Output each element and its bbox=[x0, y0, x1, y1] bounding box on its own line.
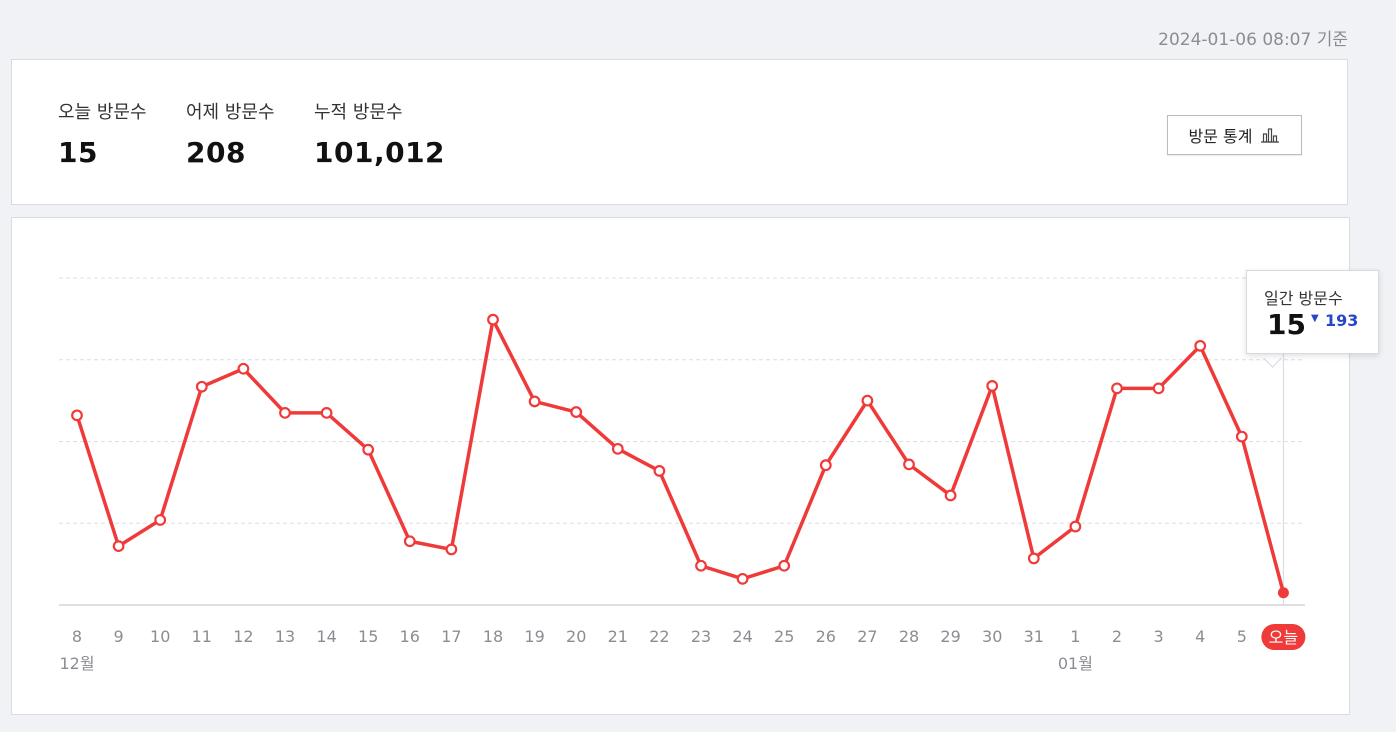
data-point bbox=[445, 543, 458, 556]
x-tick-label: 24 bbox=[732, 627, 752, 646]
data-point bbox=[154, 514, 167, 526]
data-point-highlight bbox=[1277, 587, 1289, 599]
x-tick-label: 31 bbox=[1024, 627, 1044, 646]
x-tick-label: 30 bbox=[982, 627, 1002, 646]
daily-visits-chart-card: 8 9 10 11 12 13 14 15 16 17 18 19 20 21 22 23 24 25 26 27 28… bbox=[11, 217, 1350, 715]
data-point bbox=[71, 409, 83, 422]
data-point bbox=[1194, 339, 1207, 352]
data-point bbox=[570, 406, 583, 418]
visitor-summary-card: 오늘 방문수 15 어제 방문수 208 누적 방문수 101,012 방문 통… bbox=[11, 59, 1348, 205]
data-point bbox=[1027, 552, 1040, 565]
total-visits-value: 101,012 bbox=[314, 136, 446, 169]
x-tick-label: 2 bbox=[1112, 627, 1122, 646]
data-point bbox=[237, 362, 250, 375]
x-tick-label: 20 bbox=[566, 627, 586, 646]
tooltip-diff: 193 bbox=[1325, 311, 1359, 330]
data-point bbox=[279, 406, 291, 419]
yesterday-visits-label: 어제 방문수 bbox=[186, 102, 275, 123]
total-visits-stat: 누적 방문수 101,012 bbox=[314, 98, 445, 169]
today-visits-value: 15 bbox=[58, 136, 98, 169]
data-point bbox=[736, 572, 749, 585]
data-point bbox=[112, 540, 125, 553]
data-point bbox=[1069, 520, 1082, 533]
x-tick-label: 17 bbox=[441, 627, 461, 646]
yesterday-visits-stat: 어제 방문수 208 bbox=[186, 98, 275, 169]
data-point bbox=[487, 313, 499, 326]
data-point bbox=[362, 443, 375, 456]
yesterday-visits-value: 208 bbox=[186, 136, 246, 169]
x-tick-label: 23 bbox=[691, 627, 711, 646]
x-tick-label: 오늘 bbox=[1269, 628, 1298, 647]
data-point bbox=[861, 394, 874, 407]
month-label: 01월 bbox=[1058, 654, 1093, 673]
x-tick-label: 26 bbox=[816, 627, 836, 646]
data-point bbox=[778, 559, 791, 572]
x-tick-label: 27 bbox=[857, 627, 877, 646]
x-tick-label: 9 bbox=[114, 627, 124, 646]
x-tick-label: 19 bbox=[524, 627, 544, 646]
x-tick-label: 4 bbox=[1195, 627, 1205, 646]
today-visits-stat: 오늘 방문수 15 bbox=[58, 98, 147, 169]
x-tick-label: 1 bbox=[1070, 627, 1080, 646]
data-point bbox=[1111, 382, 1123, 395]
x-tick-label: 12 bbox=[233, 627, 253, 646]
today-badge bbox=[1261, 624, 1306, 650]
x-tick-label: 11 bbox=[192, 627, 212, 646]
x-tick-label: 8 bbox=[72, 627, 82, 646]
x-tick-label: 16 bbox=[400, 627, 420, 646]
x-tick-label: 25 bbox=[774, 627, 794, 646]
bar-chart-icon bbox=[1261, 128, 1280, 143]
timestamp: 2024-01-06 08:07 기준 bbox=[1158, 30, 1348, 50]
x-tick-label: 10 bbox=[150, 627, 170, 646]
series-line bbox=[75, 317, 1286, 595]
month-label: 12월 bbox=[59, 654, 94, 673]
tooltip-value: 15 bbox=[1267, 308, 1306, 341]
data-point bbox=[528, 395, 541, 408]
data-point bbox=[986, 380, 999, 392]
down-triangle-icon: ▼ bbox=[1311, 313, 1319, 324]
data-point bbox=[944, 489, 957, 502]
data-point bbox=[611, 442, 624, 455]
data-point bbox=[320, 406, 333, 419]
x-tick-label: 13 bbox=[275, 627, 295, 646]
data-point bbox=[403, 535, 416, 548]
x-tick-label: 18 bbox=[483, 627, 503, 646]
x-tick-label: 21 bbox=[608, 627, 628, 646]
visit-stats-button-label: 방문 통계 bbox=[1188, 127, 1253, 146]
x-tick-label: 3 bbox=[1154, 627, 1164, 646]
x-tick-label: 28 bbox=[899, 627, 919, 646]
x-tick-label: 5 bbox=[1237, 627, 1247, 646]
x-tick-label: 15 bbox=[358, 627, 378, 646]
x-tick-label: 22 bbox=[649, 627, 669, 646]
tooltip-label: 일간 방문수 bbox=[1264, 289, 1343, 308]
x-tick-label: 29 bbox=[940, 627, 960, 646]
data-point bbox=[195, 380, 208, 393]
daily-visits-line-chart: 8 9 10 11 12 13 14 15 16 17 18 19 20 21 22 23 24 25 26 27 28… bbox=[59, 277, 1306, 673]
daily-visits-tooltip: 일간 방문수 15 ▼ 193 bbox=[1246, 270, 1379, 354]
data-point bbox=[653, 465, 666, 477]
data-point bbox=[695, 559, 707, 572]
data-point bbox=[903, 458, 915, 471]
visit-stats-button[interactable]: 방문 통계 bbox=[1167, 115, 1302, 155]
data-point bbox=[819, 459, 832, 472]
data-point bbox=[1235, 430, 1248, 443]
x-tick-label: 14 bbox=[316, 627, 336, 646]
total-visits-label: 누적 방문수 bbox=[314, 102, 403, 123]
today-visits-label: 오늘 방문수 bbox=[58, 102, 147, 123]
data-point bbox=[1152, 382, 1165, 395]
